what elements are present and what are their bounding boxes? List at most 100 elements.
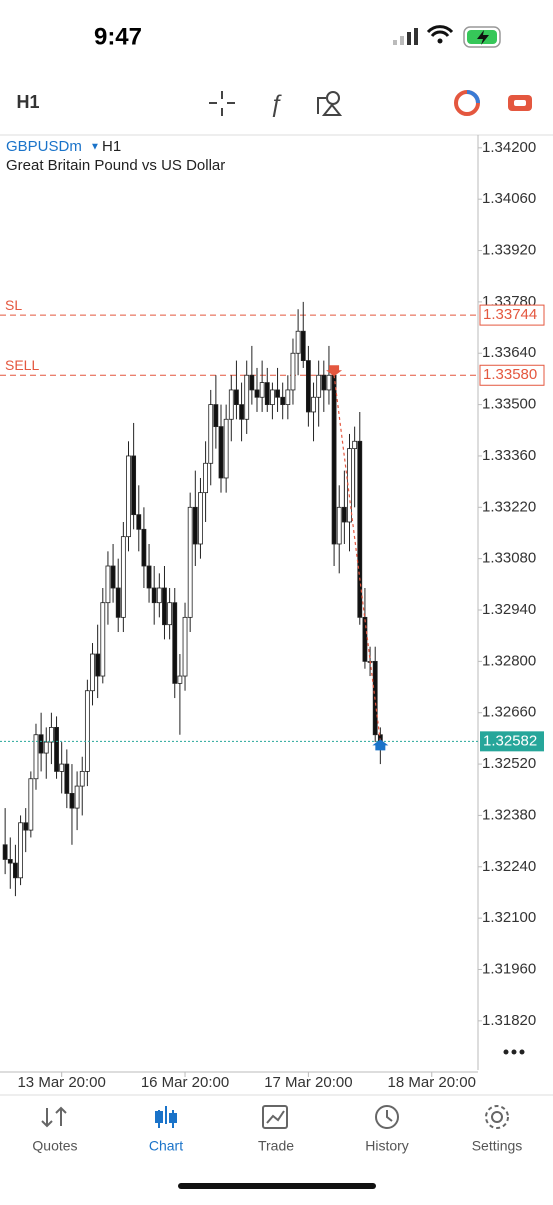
current-price-box — [480, 731, 544, 752]
candle-body — [280, 396, 286, 406]
status-time: 9:47 — [94, 23, 142, 50]
objects-button[interactable] — [317, 91, 343, 116]
candle-body — [136, 514, 142, 530]
candle-body — [172, 602, 178, 684]
candle-body — [120, 536, 126, 618]
candle-body — [336, 506, 342, 545]
y-tick-label: 1.33640 — [482, 344, 536, 361]
candle-body — [13, 862, 18, 879]
candle-body — [259, 382, 265, 398]
candle-body — [95, 653, 101, 677]
y-tick-label: 1.33500 — [482, 396, 536, 413]
candle-body — [182, 616, 188, 677]
candle-body — [79, 771, 85, 787]
y-tick-label: 1.32800 — [482, 652, 536, 669]
symbol-dropdown[interactable]: ▼ — [90, 142, 100, 153]
trade-button[interactable] — [454, 90, 480, 116]
candle-body — [223, 418, 229, 479]
x-tick-label: 17 Mar 20:00 — [264, 1074, 352, 1091]
candle-body — [352, 440, 358, 450]
candle-body — [198, 492, 203, 545]
candle-body — [326, 374, 332, 391]
candle-body — [2, 844, 8, 860]
timeframe-button[interactable]: H1 — [16, 92, 39, 112]
candle-body — [362, 616, 368, 662]
candle-body — [38, 734, 44, 754]
y-tick-label: 1.33360 — [482, 447, 536, 464]
candle-body — [203, 462, 208, 494]
y-tick-label: 1.32240 — [482, 858, 536, 875]
x-tick-label: 13 Mar 20:00 — [17, 1074, 105, 1091]
sell-arrow — [326, 365, 343, 377]
x-tick-label: 18 Mar 20:00 — [388, 1074, 476, 1091]
y-tick-label: 1.32940 — [482, 601, 536, 618]
candle-body — [167, 602, 173, 626]
trade-line — [333, 375, 381, 742]
candle-body — [187, 506, 193, 618]
y-tick-label: 1.32660 — [482, 704, 536, 721]
close-arrow — [372, 739, 389, 751]
candle-body — [64, 763, 70, 794]
candle-body — [110, 565, 116, 589]
candle-body — [244, 374, 250, 420]
tab-label[interactable]: Settings — [472, 1138, 523, 1154]
status-icons — [393, 25, 501, 48]
candle-body — [177, 675, 183, 684]
tab-label[interactable]: History — [365, 1138, 409, 1154]
y-tick-label: 1.33080 — [482, 550, 536, 567]
level-name: SL — [5, 297, 22, 313]
account-button[interactable] — [508, 95, 532, 111]
candle-body — [311, 396, 316, 413]
candle-body — [18, 822, 23, 879]
symbol-description: Great Britain Pound vs US Dollar — [6, 157, 225, 174]
y-tick-label: 1.32520 — [482, 755, 536, 772]
tab-icons — [41, 1105, 509, 1129]
candle-body — [141, 528, 147, 567]
candle-body — [69, 793, 75, 809]
candle-body — [192, 506, 198, 545]
indicators-button[interactable]: ƒ — [269, 90, 282, 117]
candle-body — [316, 374, 322, 398]
candle-body — [54, 726, 59, 772]
candle-body — [341, 506, 347, 523]
candle-body — [213, 404, 219, 428]
candle-body — [162, 587, 167, 626]
level-price: 1.33580 — [483, 366, 537, 383]
candle-body — [48, 726, 54, 743]
crosshair-button[interactable] — [209, 91, 235, 116]
y-tick-label: 1.31820 — [482, 1012, 536, 1029]
candle-body — [100, 602, 106, 677]
candle-body — [228, 389, 234, 420]
candle-body — [7, 859, 13, 864]
candle-body — [156, 587, 162, 604]
candle-body — [275, 389, 280, 398]
tab-label[interactable]: Chart — [149, 1138, 183, 1154]
candle-body — [249, 374, 255, 391]
tab-label[interactable]: Trade — [258, 1138, 294, 1154]
chart-timeframe: H1 — [102, 138, 121, 155]
candle-body — [234, 389, 239, 406]
candle-body — [239, 404, 244, 420]
candle-body — [146, 565, 152, 589]
y-tick-label: 1.33220 — [482, 498, 536, 515]
candle-body — [23, 822, 29, 831]
level-name: SELL — [5, 357, 39, 373]
candle-body — [126, 455, 131, 538]
y-tick-label: 1.33920 — [482, 242, 536, 259]
symbol[interactable]: GBPUSDm — [6, 138, 82, 155]
candle-body — [28, 778, 34, 831]
candle-body — [84, 690, 90, 772]
level-price-box — [479, 364, 545, 386]
candle-body — [105, 565, 111, 604]
more-button[interactable] — [503, 1049, 525, 1055]
candle-body — [295, 330, 301, 354]
candle-body — [305, 360, 311, 413]
candle-body — [33, 734, 39, 780]
tab-label[interactable]: Quotes — [32, 1138, 77, 1154]
y-tick-label: 1.34060 — [482, 190, 536, 207]
candle-body — [270, 389, 275, 406]
current-price: 1.32582 — [483, 732, 537, 749]
candle-body — [285, 389, 291, 406]
home-indicator — [178, 1183, 376, 1189]
